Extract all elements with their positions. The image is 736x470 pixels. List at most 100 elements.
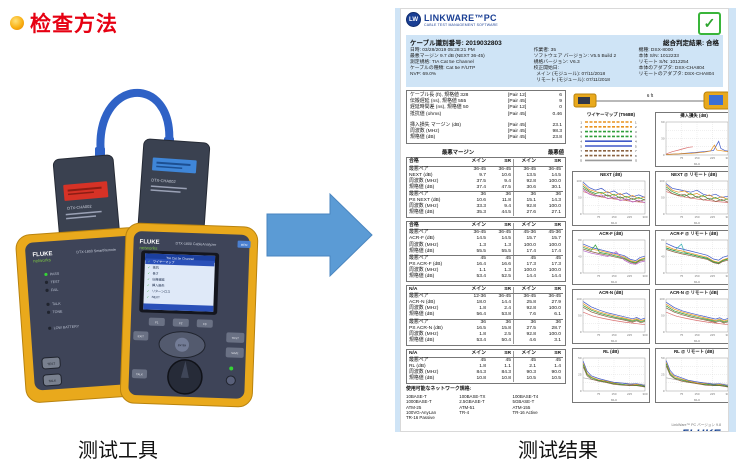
wiremap-pin-left: 1 [580,120,582,124]
standard-item: 100BASE-TX [459,393,486,399]
row-value: 84.3 [501,370,511,376]
block-col-header: SR [504,223,511,229]
wiremap-pin-right: 2 [635,125,637,129]
row-value: 100.0 [548,178,561,184]
row-label: 周波数 (MHz) [409,306,439,312]
lcd-screen [143,253,216,312]
svg-text:80: 80 [661,238,665,242]
header-line: ケーブルの種類: Cat 5e F/UTP [410,66,476,71]
chart-title: 挿入損失 (dB) [680,113,708,118]
wiremap-diagram: 1 12 23 36 64 45 57 78 8S S [580,120,637,162]
summary-pair: [Pair 45] [508,135,527,141]
block-row: RL (dB) 1.8 1.1 2.1 1.4 [409,364,563,371]
summary-label: 挿入損失 マージン (dB) [410,122,461,128]
row-value: 36 [513,191,538,198]
svg-text:150: 150 [611,274,616,278]
test-button [226,332,245,343]
test-led [44,280,49,285]
row-value: 100.0 [548,331,561,337]
block-row: 周波数 (MHz) 1.3 1.3 100.0 100.0 [409,242,563,249]
summary-pair: [Pair 12] [508,93,527,98]
block-row: 周波数 (MHz) 1.8 2.4 92.8 100.0 [409,306,563,313]
knob-pointer [180,360,189,378]
row-value: 27.9 [551,300,561,306]
summary-value: 23.8 [552,135,562,141]
row-value: 37.5 [476,178,486,184]
f3-label: F3 [203,322,207,326]
summary-value: 9 [559,99,562,105]
standards-column: 100BASE-TX 2.5GBASE-T ATM-51 TR-4 [459,394,512,421]
svg-text:150: 150 [694,274,699,278]
row-value: 36-45 [498,166,511,172]
svg-text:0: 0 [580,330,582,334]
remote-tester: FLUKE networks DTX-1800 SmartRemote PASS… [15,227,155,403]
row-value: 36 [480,319,486,325]
svg-text:225: 225 [627,333,632,337]
svg-text:50: 50 [578,196,582,200]
row-value: 1.4 [554,364,561,370]
row-value: 9.4 [504,178,511,184]
row-value: 15.7 [551,236,561,242]
svg-text:0: 0 [663,212,665,216]
pass-led [44,272,48,277]
test-label: TEST [232,336,240,340]
blue-label-sticker [152,157,197,174]
block-col-header: SR [554,287,561,293]
save-button [225,347,244,358]
row-label: RL (dB) [409,364,426,370]
row-value: 36-45 [498,294,511,300]
block-col-header: メイン [513,350,538,358]
wiremap-pin-right: 7 [635,149,637,153]
svg-text:MHz: MHz [611,339,618,343]
row-value: 100.0 [548,267,561,273]
block-row: ACR-N (dB) 18.0 14.4 25.8 27.9 [409,300,563,307]
screen-test-item: 長さ [152,270,158,275]
networks-logo: networks [33,257,52,263]
svg-text:25: 25 [578,373,582,377]
svg-text:75: 75 [680,274,684,278]
summary-value: 98.3 [552,129,562,135]
enter-button [175,337,190,352]
row-value: 1.3 [479,242,486,248]
led-label: FAIL [51,288,59,293]
block-row: 規格値 (dB) 56.4 53.8 7.6 6.1 [409,312,563,319]
svg-text:75: 75 [680,156,684,160]
row-value: 53.8 [501,312,511,318]
block-col-header: メイン [513,287,538,294]
talk-label: TALK [136,372,143,376]
summary-value: 0 [559,105,562,111]
svg-text:75: 75 [597,392,601,396]
report-summary-band: ケーブル識別番号: 2019032803 総合判定結果: 合格 日時: 03/2… [406,35,723,87]
row-value: 17.4 [513,248,538,255]
row-value: 10.6 [501,172,511,178]
block-col-header: SR [554,159,561,165]
row-label: 最悪ペア [409,255,429,261]
row-value: 11.8 [501,197,511,203]
row-value: 90.3 [513,370,538,377]
row-value: 55.5 [476,248,486,254]
summary-label: 遅延時間差 (ns), 規格値 50 [410,105,469,111]
chart-series-p3 [666,245,728,263]
chart-plot: 50 25 0 75 150 225 300 MHz [578,356,648,402]
block-col-header: メイン [471,287,486,293]
summary-row: 規格値 (dB) [Pair 45] 23.8 [410,135,562,141]
networks-logo: networks [139,245,158,251]
block-row: 周波数 (MHz) 84.3 84.3 90.3 90.0 [409,370,563,377]
fluke-logo: FLUKE [139,239,159,246]
row-label: ACR-N (dB) [409,300,436,306]
orange-bullet-icon [10,16,24,30]
row-value: 36 [505,191,511,197]
header-line: 本体 S/N: 1012233 [638,54,679,59]
screen-test-item: 挿入損失 [152,282,165,287]
row-value: 27.1 [551,210,561,216]
chart-series-p4 [583,188,646,202]
block-row: 周波数 (MHz) 33.3 9.4 92.8 100.0 [409,204,563,211]
row-label: 最悪ペア [409,358,429,364]
screen-check-icon: ✓ [147,295,150,299]
row-label: 最悪ペア [409,166,429,172]
row-label: PS NEXT (dB) [409,197,441,203]
enter-label: ENTER [178,344,187,347]
mem-label: MEM [241,243,248,247]
